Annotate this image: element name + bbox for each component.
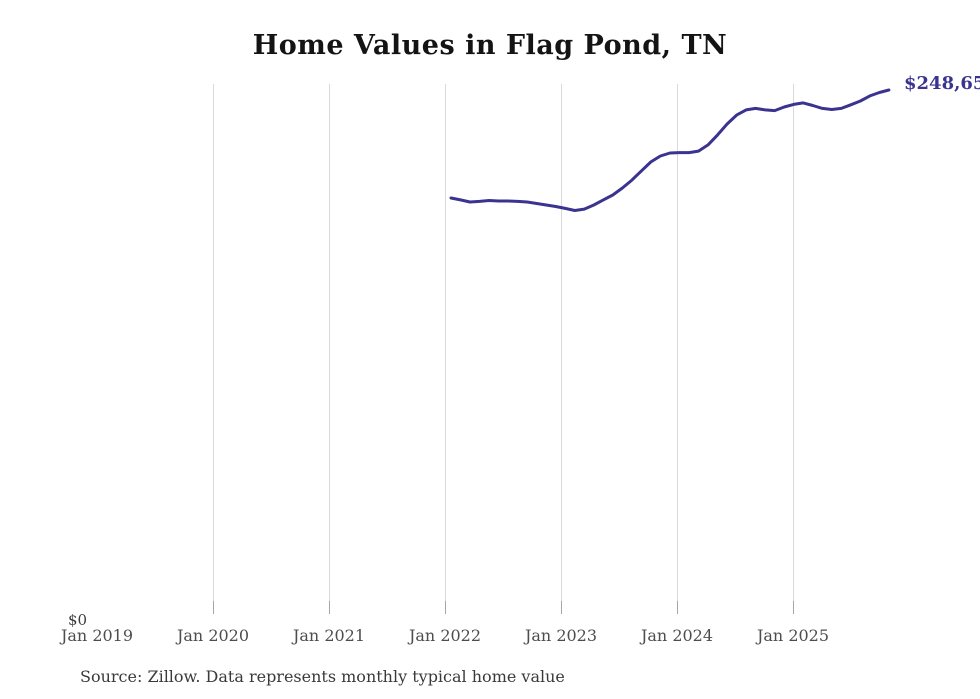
x-axis-label: Jan 2023 (524, 626, 598, 645)
axis-tick (329, 601, 330, 614)
axis-tick (445, 601, 446, 614)
axis-tick (677, 601, 678, 614)
axis-tick (213, 601, 214, 614)
grid-line (561, 84, 562, 601)
grid-line (329, 84, 330, 601)
axis-tick (793, 601, 794, 614)
x-axis-label: Jan 2021 (292, 626, 366, 645)
home-value-line (449, 88, 891, 212)
y-axis-zero-label: $0 (68, 611, 88, 629)
x-axis-label: Jan 2019 (60, 626, 134, 645)
axis-tick (561, 601, 562, 614)
source-note: Source: Zillow. Data represents monthly … (80, 667, 565, 686)
grid-line (793, 84, 794, 601)
x-axis-label: Jan 2022 (408, 626, 482, 645)
end-value-label: $248,656 (904, 73, 980, 94)
grid-line (445, 84, 446, 601)
grid-line (213, 84, 214, 601)
x-axis-label: Jan 2020 (176, 626, 250, 645)
page-title: Home Values in Flag Pond, TN (252, 30, 728, 61)
x-axis-label: Jan 2024 (640, 626, 714, 645)
grid-line (677, 84, 678, 601)
x-axis-label: Jan 2025 (756, 626, 830, 645)
